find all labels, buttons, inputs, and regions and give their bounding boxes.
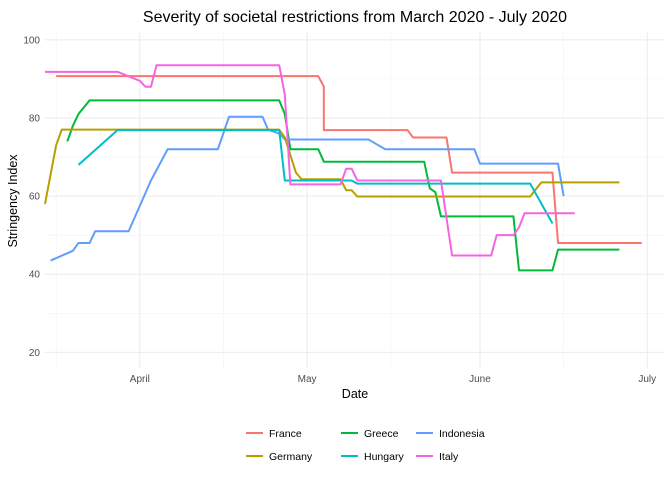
axes: Severity of societal restrictions from M… [6,9,656,401]
x-tick-label: July [638,374,656,385]
legend-label-indonesia: Indonesia [439,428,485,440]
y-tick-label: 100 [23,35,40,46]
y-tick-label: 40 [29,270,41,281]
x-tick-label: June [469,374,491,385]
series-line-hungary [77,129,554,224]
y-tick-label: 60 [29,192,41,203]
series-line-germany [44,128,620,205]
y-tick-label: 80 [29,113,41,124]
series-line-greece [66,99,620,272]
chart-title: Severity of societal restrictions from M… [143,9,567,26]
series-line-italy [45,64,575,257]
x-tick-label: April [130,374,150,385]
legend: France Greece Indonesia Germany Hungary Italy [246,428,485,463]
series-line-indonesia [50,115,565,262]
legend-label-hungary: Hungary [364,451,404,463]
legend-label-italy: Italy [439,451,459,463]
x-tick-label: May [298,374,317,385]
series-lines [44,64,642,272]
x-axis-title: Date [342,387,368,401]
legend-label-france: France [269,428,302,440]
y-tick-label: 20 [29,348,41,359]
grid [45,32,664,368]
legend-label-germany: Germany [269,451,313,463]
series-line-france [56,75,642,244]
y-axis-title: Stringency Index [6,154,20,248]
legend-label-greece: Greece [364,428,399,440]
